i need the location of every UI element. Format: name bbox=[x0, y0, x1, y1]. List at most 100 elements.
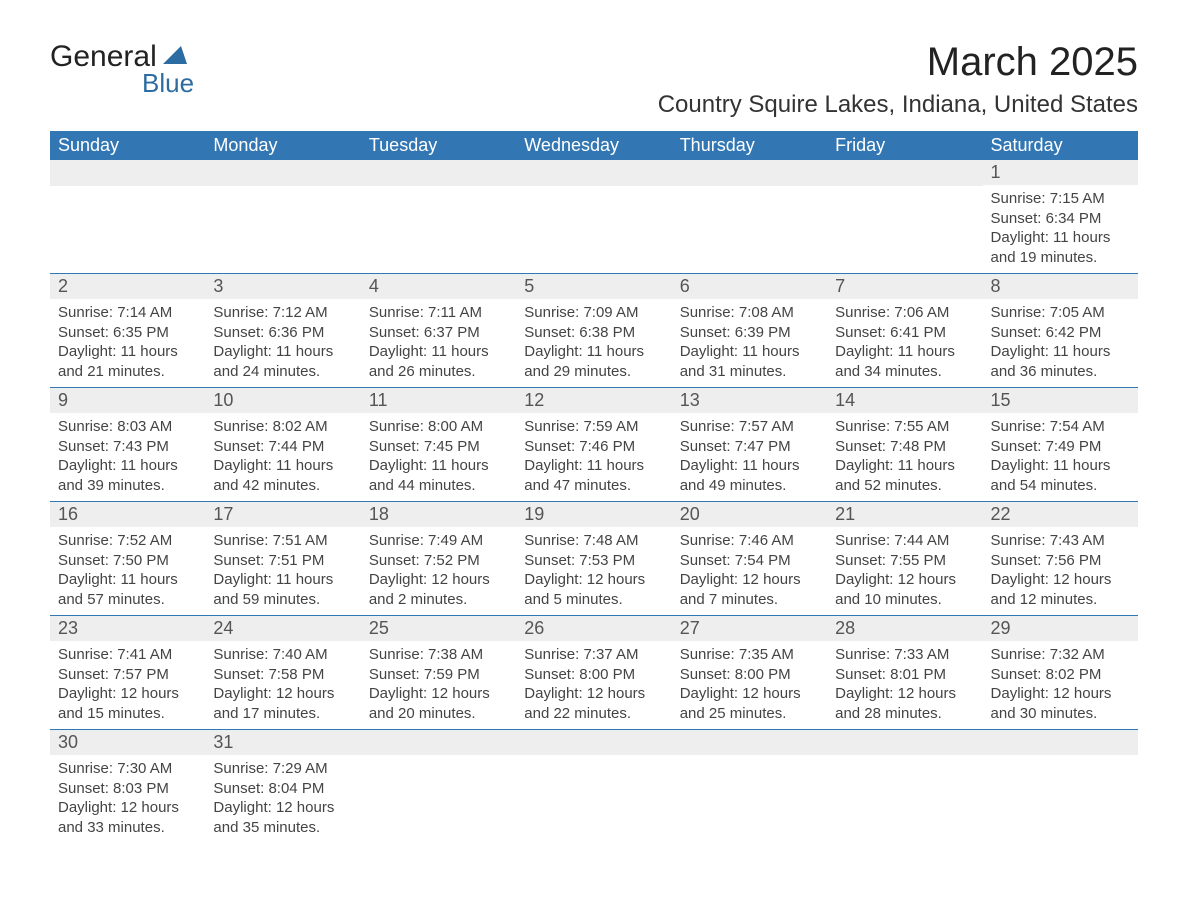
day-number: 7 bbox=[827, 273, 982, 299]
day-content: Sunrise: 7:29 AMSunset: 8:04 PMDaylight:… bbox=[205, 755, 360, 843]
daylight-text: Daylight: 11 hours and 36 minutes. bbox=[991, 342, 1130, 381]
day-number: 29 bbox=[983, 615, 1138, 641]
calendar-cell: 14Sunrise: 7:55 AMSunset: 7:48 PMDayligh… bbox=[827, 387, 982, 501]
day-number: 14 bbox=[827, 387, 982, 413]
sunset-text: Sunset: 6:42 PM bbox=[991, 323, 1130, 343]
day-number: 11 bbox=[361, 387, 516, 413]
calendar-cell: 24Sunrise: 7:40 AMSunset: 7:58 PMDayligh… bbox=[205, 615, 360, 729]
sunrise-text: Sunrise: 8:02 AM bbox=[213, 417, 352, 437]
calendar-cell: 12Sunrise: 7:59 AMSunset: 7:46 PMDayligh… bbox=[516, 387, 671, 501]
calendar-week: 16Sunrise: 7:52 AMSunset: 7:50 PMDayligh… bbox=[50, 501, 1138, 615]
sunrise-text: Sunrise: 7:40 AM bbox=[213, 645, 352, 665]
day-number: 26 bbox=[516, 615, 671, 641]
sunrise-text: Sunrise: 7:46 AM bbox=[680, 531, 819, 551]
sunset-text: Sunset: 7:53 PM bbox=[524, 551, 663, 571]
sunset-text: Sunset: 6:36 PM bbox=[213, 323, 352, 343]
day-content: Sunrise: 8:02 AMSunset: 7:44 PMDaylight:… bbox=[205, 413, 360, 501]
day-header: Tuesday bbox=[361, 131, 516, 160]
sunset-text: Sunset: 7:58 PM bbox=[213, 665, 352, 685]
sunrise-text: Sunrise: 7:49 AM bbox=[369, 531, 508, 551]
sunrise-text: Sunrise: 7:05 AM bbox=[991, 303, 1130, 323]
calendar-cell: 22Sunrise: 7:43 AMSunset: 7:56 PMDayligh… bbox=[983, 501, 1138, 615]
day-number: 30 bbox=[50, 729, 205, 755]
logo-text-general: General bbox=[50, 40, 157, 74]
day-number: 25 bbox=[361, 615, 516, 641]
sunset-text: Sunset: 6:34 PM bbox=[991, 209, 1130, 229]
blank-daynum bbox=[50, 160, 205, 186]
sunrise-text: Sunrise: 7:37 AM bbox=[524, 645, 663, 665]
day-content: Sunrise: 7:37 AMSunset: 8:00 PMDaylight:… bbox=[516, 641, 671, 729]
sunrise-text: Sunrise: 7:35 AM bbox=[680, 645, 819, 665]
daylight-text: Daylight: 12 hours and 12 minutes. bbox=[991, 570, 1130, 609]
blank-daynum bbox=[516, 160, 671, 186]
day-content: Sunrise: 7:49 AMSunset: 7:52 PMDaylight:… bbox=[361, 527, 516, 615]
day-header: Monday bbox=[205, 131, 360, 160]
calendar-cell bbox=[827, 729, 982, 843]
blank-daynum bbox=[672, 160, 827, 186]
blank-daynum bbox=[672, 729, 827, 755]
day-header: Thursday bbox=[672, 131, 827, 160]
daylight-text: Daylight: 11 hours and 39 minutes. bbox=[58, 456, 197, 495]
day-content: Sunrise: 8:03 AMSunset: 7:43 PMDaylight:… bbox=[50, 413, 205, 501]
sunrise-text: Sunrise: 7:55 AM bbox=[835, 417, 974, 437]
sunrise-text: Sunrise: 7:41 AM bbox=[58, 645, 197, 665]
sunset-text: Sunset: 8:04 PM bbox=[213, 779, 352, 799]
day-content: Sunrise: 7:33 AMSunset: 8:01 PMDaylight:… bbox=[827, 641, 982, 729]
sunset-text: Sunset: 7:45 PM bbox=[369, 437, 508, 457]
calendar-week: 23Sunrise: 7:41 AMSunset: 7:57 PMDayligh… bbox=[50, 615, 1138, 729]
location-subtitle: Country Squire Lakes, Indiana, United St… bbox=[658, 91, 1138, 119]
sunrise-text: Sunrise: 7:30 AM bbox=[58, 759, 197, 779]
day-content: Sunrise: 7:08 AMSunset: 6:39 PMDaylight:… bbox=[672, 299, 827, 387]
daylight-text: Daylight: 11 hours and 47 minutes. bbox=[524, 456, 663, 495]
day-number: 18 bbox=[361, 501, 516, 527]
daylight-text: Daylight: 11 hours and 59 minutes. bbox=[213, 570, 352, 609]
daylight-text: Daylight: 12 hours and 25 minutes. bbox=[680, 684, 819, 723]
sunset-text: Sunset: 7:55 PM bbox=[835, 551, 974, 571]
daylight-text: Daylight: 12 hours and 10 minutes. bbox=[835, 570, 974, 609]
daylight-text: Daylight: 12 hours and 17 minutes. bbox=[213, 684, 352, 723]
daylight-text: Daylight: 12 hours and 15 minutes. bbox=[58, 684, 197, 723]
sunrise-text: Sunrise: 7:33 AM bbox=[835, 645, 974, 665]
title-block: March 2025 Country Squire Lakes, Indiana… bbox=[658, 40, 1138, 119]
daylight-text: Daylight: 12 hours and 22 minutes. bbox=[524, 684, 663, 723]
day-number: 13 bbox=[672, 387, 827, 413]
calendar-cell: 6Sunrise: 7:08 AMSunset: 6:39 PMDaylight… bbox=[672, 273, 827, 387]
day-content: Sunrise: 7:06 AMSunset: 6:41 PMDaylight:… bbox=[827, 299, 982, 387]
day-content: Sunrise: 7:40 AMSunset: 7:58 PMDaylight:… bbox=[205, 641, 360, 729]
day-content: Sunrise: 7:54 AMSunset: 7:49 PMDaylight:… bbox=[983, 413, 1138, 501]
calendar-week: 30Sunrise: 7:30 AMSunset: 8:03 PMDayligh… bbox=[50, 729, 1138, 843]
sunrise-text: Sunrise: 7:32 AM bbox=[991, 645, 1130, 665]
day-number: 5 bbox=[516, 273, 671, 299]
calendar-cell: 21Sunrise: 7:44 AMSunset: 7:55 PMDayligh… bbox=[827, 501, 982, 615]
daylight-text: Daylight: 12 hours and 5 minutes. bbox=[524, 570, 663, 609]
sunrise-text: Sunrise: 7:06 AM bbox=[835, 303, 974, 323]
sunrise-text: Sunrise: 7:52 AM bbox=[58, 531, 197, 551]
day-number: 4 bbox=[361, 273, 516, 299]
page-header: General Blue March 2025 Country Squire L… bbox=[50, 40, 1138, 119]
daylight-text: Daylight: 12 hours and 28 minutes. bbox=[835, 684, 974, 723]
calendar-cell: 23Sunrise: 7:41 AMSunset: 7:57 PMDayligh… bbox=[50, 615, 205, 729]
sunrise-text: Sunrise: 7:54 AM bbox=[991, 417, 1130, 437]
daylight-text: Daylight: 12 hours and 20 minutes. bbox=[369, 684, 508, 723]
sunrise-text: Sunrise: 7:57 AM bbox=[680, 417, 819, 437]
sunrise-text: Sunrise: 7:11 AM bbox=[369, 303, 508, 323]
calendar-week: 9Sunrise: 8:03 AMSunset: 7:43 PMDaylight… bbox=[50, 387, 1138, 501]
calendar-cell bbox=[361, 160, 516, 273]
sunset-text: Sunset: 7:44 PM bbox=[213, 437, 352, 457]
day-number: 10 bbox=[205, 387, 360, 413]
calendar-cell: 8Sunrise: 7:05 AMSunset: 6:42 PMDaylight… bbox=[983, 273, 1138, 387]
daylight-text: Daylight: 11 hours and 49 minutes. bbox=[680, 456, 819, 495]
day-content: Sunrise: 7:09 AMSunset: 6:38 PMDaylight:… bbox=[516, 299, 671, 387]
sunset-text: Sunset: 7:57 PM bbox=[58, 665, 197, 685]
calendar-cell: 31Sunrise: 7:29 AMSunset: 8:04 PMDayligh… bbox=[205, 729, 360, 843]
sunset-text: Sunset: 7:50 PM bbox=[58, 551, 197, 571]
sunset-text: Sunset: 8:00 PM bbox=[524, 665, 663, 685]
day-content: Sunrise: 7:52 AMSunset: 7:50 PMDaylight:… bbox=[50, 527, 205, 615]
day-number: 1 bbox=[983, 160, 1138, 185]
sunrise-text: Sunrise: 8:00 AM bbox=[369, 417, 508, 437]
day-content: Sunrise: 7:48 AMSunset: 7:53 PMDaylight:… bbox=[516, 527, 671, 615]
day-number: 22 bbox=[983, 501, 1138, 527]
calendar-cell: 29Sunrise: 7:32 AMSunset: 8:02 PMDayligh… bbox=[983, 615, 1138, 729]
daylight-text: Daylight: 11 hours and 52 minutes. bbox=[835, 456, 974, 495]
sunrise-text: Sunrise: 7:08 AM bbox=[680, 303, 819, 323]
